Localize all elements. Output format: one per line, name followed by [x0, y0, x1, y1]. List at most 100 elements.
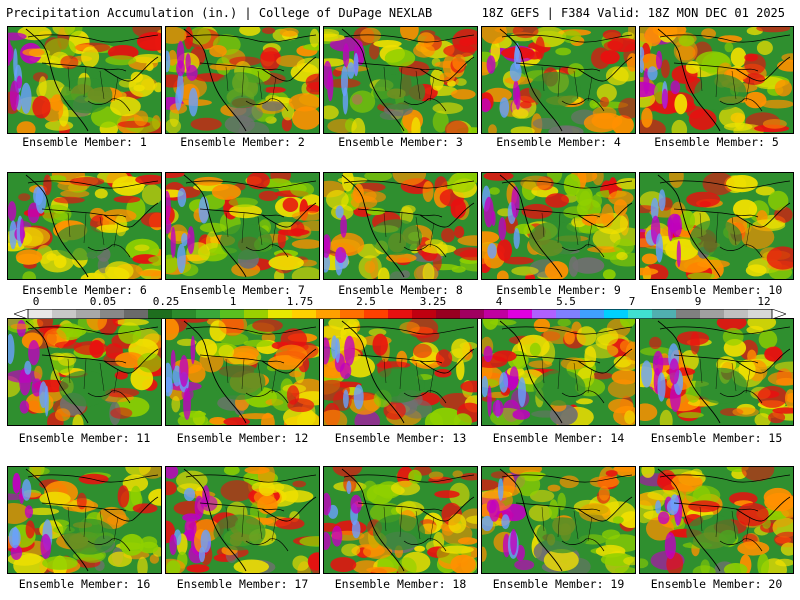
precip-map [640, 319, 793, 425]
legend-color-swatch [220, 309, 245, 319]
ensemble-panel [639, 318, 794, 426]
ensemble-member-label: Ensemble Member: 19 [492, 577, 625, 591]
legend-color-swatch [412, 309, 437, 319]
legend-color-swatch [52, 309, 77, 319]
legend-color-swatch [508, 309, 533, 319]
ensemble-member-label: Ensemble Member: 7 [180, 283, 305, 297]
ensemble-member-label: Ensemble Member: 2 [180, 135, 305, 149]
precip-map [166, 27, 319, 133]
legend-tick-label: 4 [495, 295, 503, 308]
legend-color-swatch [604, 309, 629, 319]
ensemble-panel [7, 318, 162, 426]
legend-tick-label: 0 [32, 295, 40, 308]
ensemble-member-label: Ensemble Member: 6 [22, 283, 147, 297]
precip-map [8, 27, 161, 133]
legend-color-swatch [76, 309, 101, 319]
precip-map [482, 467, 635, 573]
ensemble-member-label: Ensemble Member: 17 [176, 577, 309, 591]
ensemble-member-label: Ensemble Member: 10 [650, 283, 783, 297]
legend-min-arrow [14, 309, 29, 319]
legend-color-swatch [748, 309, 773, 319]
ensemble-member-label: Ensemble Member: 16 [18, 577, 151, 591]
legend-color-swatch [124, 309, 149, 319]
ensemble-panel [165, 318, 320, 426]
legend-color-swatch [268, 309, 293, 319]
precip-map [482, 27, 635, 133]
legend-color-swatch [316, 309, 341, 319]
ensemble-panel [165, 172, 320, 280]
legend-color-swatch [292, 309, 317, 319]
legend-color-swatch [244, 309, 269, 319]
ensemble-member-label: Ensemble Member: 13 [334, 431, 467, 445]
precip-map [640, 173, 793, 279]
legend-color-swatch [628, 309, 653, 319]
ensemble-member-label: Ensemble Member: 4 [496, 135, 621, 149]
legend-color-swatch [556, 309, 581, 319]
run-valid-info: 18Z GEFS | F384 Valid: 18Z MON DEC 01 20… [481, 6, 785, 20]
legend-color-swatch [580, 309, 605, 319]
legend-color-swatch [340, 309, 365, 319]
ensemble-member-label: Ensemble Member: 15 [650, 431, 783, 445]
ensemble-member-label: Ensemble Member: 20 [650, 577, 783, 591]
color-legend: 0 0.05 0.25 1 1.75 2.5 3.25 4 5.5 7 9 12 [0, 296, 800, 320]
ensemble-member-label: Ensemble Member: 8 [338, 283, 463, 297]
legend-color-swatch [460, 309, 485, 319]
ensemble-panel [639, 172, 794, 280]
precip-map [166, 467, 319, 573]
ensemble-member-label: Ensemble Member: 14 [492, 431, 625, 445]
legend-tick-label: 3.25 [419, 295, 447, 308]
precip-map [640, 27, 793, 133]
legend-tick-label: 5.5 [556, 295, 576, 308]
ensemble-panel [481, 26, 636, 134]
ensemble-panel [323, 172, 478, 280]
precip-map [8, 319, 161, 425]
legend-tick-label: 2.5 [356, 295, 376, 308]
ensemble-panel [323, 466, 478, 574]
ensemble-member-label: Ensemble Member: 11 [18, 431, 151, 445]
precip-map [324, 27, 477, 133]
ensemble-member-label: Ensemble Member: 3 [338, 135, 463, 149]
legend-tick-label: 9 [694, 295, 702, 308]
precip-map [324, 467, 477, 573]
ensemble-panel [639, 466, 794, 574]
legend-tick-label: 0.25 [152, 295, 180, 308]
precip-map [640, 467, 793, 573]
ensemble-panel [165, 26, 320, 134]
precip-map [166, 173, 319, 279]
legend-tick-label: 1 [229, 295, 237, 308]
legend-color-swatch [148, 309, 173, 319]
ensemble-member-label: Ensemble Member: 18 [334, 577, 467, 591]
legend-color-swatch [172, 309, 197, 319]
precip-map [482, 173, 635, 279]
ensemble-panel [7, 172, 162, 280]
ensemble-member-label: Ensemble Member: 12 [176, 431, 309, 445]
ensemble-panel [323, 26, 478, 134]
ensemble-panel [481, 172, 636, 280]
ensemble-member-label: Ensemble Member: 1 [22, 135, 147, 149]
ensemble-panel [639, 26, 794, 134]
precip-map [166, 319, 319, 425]
legend-tick-label: 7 [628, 295, 636, 308]
ensemble-panel [165, 466, 320, 574]
legend-tick-label: 12 [757, 295, 771, 308]
legend-color-swatch [436, 309, 461, 319]
ensemble-panel [7, 466, 162, 574]
colorbar [14, 309, 786, 319]
legend-tick-label: 0.05 [89, 295, 117, 308]
legend-color-swatch [364, 309, 389, 319]
legend-color-swatch [652, 309, 677, 319]
precip-map [324, 319, 477, 425]
legend-max-arrow [771, 309, 786, 319]
ensemble-member-label: Ensemble Member: 5 [654, 135, 779, 149]
ensemble-panel [481, 466, 636, 574]
legend-color-swatch [676, 309, 701, 319]
legend-color-swatch [700, 309, 725, 319]
precip-map [482, 319, 635, 425]
legend-color-swatch [196, 309, 221, 319]
legend-color-swatch [484, 309, 509, 319]
legend-color-swatch [724, 309, 749, 319]
chart-title: Precipitation Accumulation (in.) | Colle… [6, 6, 433, 20]
ensemble-panel [7, 26, 162, 134]
precip-map [324, 173, 477, 279]
ensemble-member-label: Ensemble Member: 9 [496, 283, 621, 297]
